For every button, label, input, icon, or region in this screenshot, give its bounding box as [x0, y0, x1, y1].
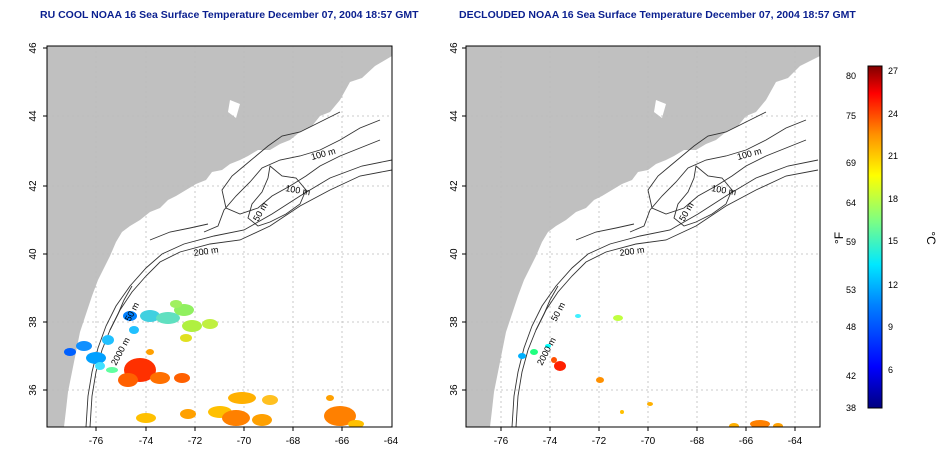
y-tick-label: 38	[449, 316, 460, 328]
celsius-tick: 6	[888, 365, 893, 375]
y-tick-label: 44	[28, 110, 39, 122]
right-panel-title: DECLOUDED NOAA 16 Sea Surface Temperatur…	[459, 9, 856, 21]
left-y-axis: 36 38 40 42 44 46	[28, 42, 39, 396]
celsius-tick: 21	[888, 151, 898, 161]
x-tick-label: -74	[139, 436, 154, 447]
y-tick-label: 36	[449, 384, 460, 396]
right-y-axis: 36 38 40 42 44 46	[449, 42, 460, 396]
y-tick-label: 46	[449, 42, 460, 54]
grid-lines	[47, 46, 392, 427]
y-tick-label: 46	[28, 42, 39, 54]
x-tick-label: -64	[788, 436, 803, 447]
left-map: 100 m 100 m 50 m 200 m 50 m 2000 m	[46, 45, 393, 428]
bathymetry-contours	[85, 111, 392, 427]
right-map: 100 m 100 m 50 m 200 m 50 m 2000 m	[465, 45, 821, 428]
celsius-unit-label: °C	[924, 231, 938, 245]
fahrenheit-tick: 42	[846, 371, 856, 381]
fahrenheit-unit-label: °F	[832, 232, 846, 244]
y-tick-label: 38	[28, 316, 39, 328]
fahrenheit-tick: 75	[846, 111, 856, 121]
fahrenheit-tick: 59	[846, 237, 856, 247]
celsius-tick: 27	[888, 66, 898, 76]
x-tick-label: -72	[188, 436, 203, 447]
fahrenheit-tick: 38	[846, 403, 856, 413]
x-tick-label: -72	[592, 436, 607, 447]
left-x-axis: -76 -74 -72 -70 -68 -66 -64	[89, 436, 399, 447]
left-panel-title: RU COOL NOAA 16 Sea Surface Temperature …	[40, 9, 419, 21]
x-tick-label: -74	[543, 436, 558, 447]
contour-label: 200 m	[619, 245, 645, 258]
land-mass	[47, 46, 392, 427]
y-tick-label: 36	[28, 384, 39, 396]
fahrenheit-tick: 64	[846, 198, 856, 208]
y-tick-label: 44	[449, 110, 460, 122]
fahrenheit-tick: 53	[846, 285, 856, 295]
y-tick-label: 42	[28, 180, 39, 192]
y-tick-label: 40	[28, 248, 39, 260]
celsius-tick: 18	[888, 194, 898, 204]
celsius-tick: 24	[888, 109, 898, 119]
x-tick-label: -66	[335, 436, 350, 447]
x-tick-label: -70	[641, 436, 656, 447]
colorbar: 80 75 69 64 59 53 48 42 38 27 24 21 18 1…	[832, 65, 938, 413]
fahrenheit-ticks: 80 75 69 64 59 53 48 42 38	[846, 71, 856, 413]
x-tick-label: -76	[494, 436, 509, 447]
celsius-tick: 15	[888, 236, 898, 246]
x-tick-label: -76	[89, 436, 104, 447]
grid-lines	[466, 46, 820, 427]
sst-patches	[64, 300, 364, 427]
colorbar-gradient	[867, 65, 883, 409]
celsius-tick: 12	[888, 280, 898, 290]
land-mass	[466, 46, 820, 427]
fahrenheit-tick: 48	[846, 322, 856, 332]
x-tick-label: -66	[739, 436, 754, 447]
x-tick-label: -70	[237, 436, 252, 447]
right-x-axis: -76 -74 -72 -70 -68 -66 -64	[494, 436, 803, 447]
x-tick-label: -68	[690, 436, 705, 447]
celsius-ticks: 27 24 21 18 15 12 9 6	[888, 66, 898, 375]
sst-patches	[518, 314, 783, 427]
x-tick-label: -64	[384, 436, 399, 447]
contour-label: 200 m	[193, 245, 219, 258]
contour-label: 100 m	[711, 183, 737, 197]
celsius-tick: 9	[888, 322, 893, 332]
fahrenheit-tick: 69	[846, 158, 856, 168]
y-tick-label: 42	[449, 180, 460, 192]
contour-label: 100 m	[285, 183, 311, 197]
bathymetry-contours	[511, 111, 819, 427]
fahrenheit-tick: 80	[846, 71, 856, 81]
x-tick-label: -68	[286, 436, 301, 447]
y-tick-label: 40	[449, 248, 460, 260]
